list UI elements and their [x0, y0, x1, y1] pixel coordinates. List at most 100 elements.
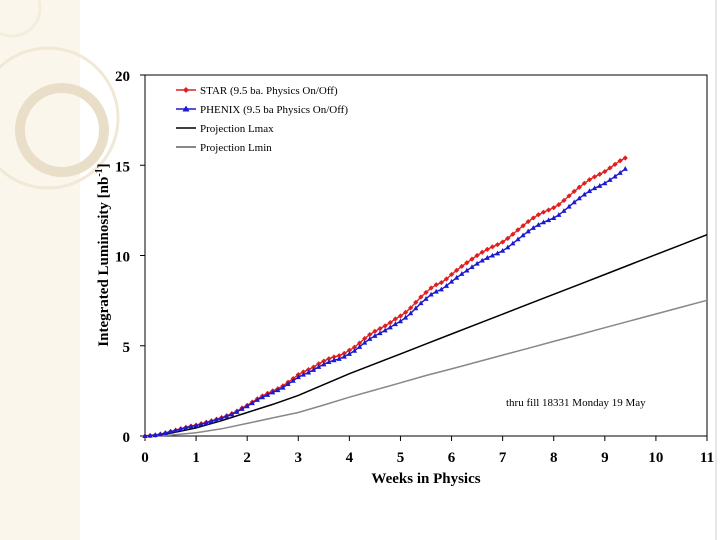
- data-point-phenix: [142, 433, 148, 438]
- data-point-phenix: [402, 314, 409, 320]
- data-point-phenix: [275, 387, 281, 393]
- data-point-phenix: [372, 333, 378, 338]
- data-point-phenix: [566, 203, 572, 209]
- data-point-phenix: [454, 274, 460, 280]
- x-tick-label: 4: [346, 450, 354, 466]
- data-point-phenix: [433, 288, 439, 294]
- data-point-phenix: [341, 353, 347, 359]
- data-point-phenix: [346, 351, 352, 356]
- data-point-star: [551, 205, 557, 211]
- data-point-phenix: [351, 348, 358, 353]
- data-point-star: [367, 331, 373, 338]
- data-point-phenix: [362, 339, 368, 345]
- data-point-phenix: [438, 286, 444, 292]
- data-point-phenix: [413, 305, 419, 311]
- data-point-star: [362, 335, 368, 342]
- data-point-star: [469, 256, 475, 262]
- data-point-phenix: [265, 392, 271, 397]
- data-point-phenix: [147, 432, 153, 438]
- data-point-phenix: [300, 371, 306, 377]
- data-point-phenix: [305, 369, 312, 375]
- data-point-star: [510, 231, 516, 237]
- data-point-phenix: [295, 374, 301, 380]
- data-point-phenix: [239, 406, 245, 411]
- data-point-star: [535, 212, 541, 218]
- data-point-phenix: [173, 427, 179, 433]
- x-tick-label: 1: [192, 450, 200, 466]
- data-point-phenix: [530, 225, 536, 230]
- decor-ring-top: [0, 0, 42, 38]
- data-point-phenix: [198, 421, 204, 427]
- series-line-projection: [144, 234, 708, 437]
- data-point-phenix: [576, 195, 582, 201]
- data-point-phenix: [597, 183, 603, 188]
- data-point-phenix: [464, 267, 470, 273]
- data-point-phenix: [290, 377, 296, 383]
- y-tick-label: 20: [115, 69, 130, 85]
- legend-label-lmax: Projection Lmax: [200, 123, 274, 135]
- data-point-phenix: [479, 257, 485, 263]
- data-point-star: [515, 227, 521, 233]
- y-axis-label: Integrated Luminosity [nb-1]: [94, 163, 112, 346]
- data-point-phenix: [556, 212, 562, 217]
- data-point-star: [494, 242, 501, 248]
- x-tick-label: 10: [648, 450, 663, 466]
- data-point-star: [622, 155, 628, 161]
- data-point-phenix: [321, 361, 327, 367]
- data-point-star: [351, 344, 358, 350]
- x-tick-label: 7: [499, 450, 507, 466]
- y-tick-label: 10: [115, 250, 130, 266]
- data-point-phenix: [188, 423, 194, 429]
- series-layer: [142, 155, 708, 439]
- axis-ticks: 0 1 2 3 4 5 6 7 8 9 10 11 0 5 10 15 20: [115, 69, 714, 466]
- data-point-star: [540, 209, 547, 215]
- data-point-phenix: [474, 260, 480, 266]
- data-point-phenix: [280, 384, 286, 390]
- data-point-star: [607, 165, 613, 171]
- data-point-phenix: [285, 381, 291, 387]
- data-point-phenix: [152, 432, 158, 438]
- data-point-phenix: [167, 428, 174, 434]
- data-point-phenix: [193, 422, 199, 428]
- data-point-star: [617, 158, 623, 164]
- data-point-star: [505, 235, 511, 241]
- data-point-phenix: [551, 215, 557, 220]
- data-point-star: [392, 316, 398, 322]
- data-point-phenix: [494, 250, 501, 256]
- data-point-phenix: [535, 222, 541, 227]
- data-point-star: [586, 177, 593, 183]
- data-point-phenix: [448, 278, 455, 284]
- decor-ring-outer: [0, 46, 120, 190]
- data-point-phenix: [428, 291, 434, 297]
- data-point-phenix: [561, 208, 567, 213]
- decor-ring-inner: [15, 83, 109, 177]
- data-point-phenix: [316, 364, 322, 369]
- data-point-star: [418, 294, 424, 300]
- data-point-star: [382, 323, 388, 329]
- data-point-star: [489, 244, 496, 250]
- x-tick-label: 0: [141, 450, 149, 466]
- data-point-phenix: [162, 430, 169, 436]
- data-point-phenix: [581, 191, 587, 197]
- data-point-phenix: [520, 232, 526, 238]
- data-point-star: [454, 267, 460, 273]
- data-point-phenix: [612, 173, 618, 179]
- x-tick-label: 8: [550, 450, 558, 466]
- data-point-phenix: [617, 170, 623, 175]
- data-point-phenix: [311, 367, 317, 372]
- data-point-phenix: [392, 321, 398, 327]
- data-point-star: [305, 366, 312, 373]
- x-tick-label: 5: [397, 450, 405, 466]
- data-point-phenix: [336, 356, 342, 361]
- data-point-star: [566, 193, 572, 199]
- data-point-phenix: [397, 318, 404, 324]
- data-point-phenix: [459, 271, 465, 276]
- data-point-phenix: [515, 236, 521, 242]
- data-point-star: [372, 328, 378, 334]
- data-point-phenix: [571, 199, 577, 205]
- data-point-phenix: [254, 397, 260, 402]
- data-point-phenix: [382, 327, 388, 333]
- legend-label-lmin: Projection Lmin: [200, 142, 272, 154]
